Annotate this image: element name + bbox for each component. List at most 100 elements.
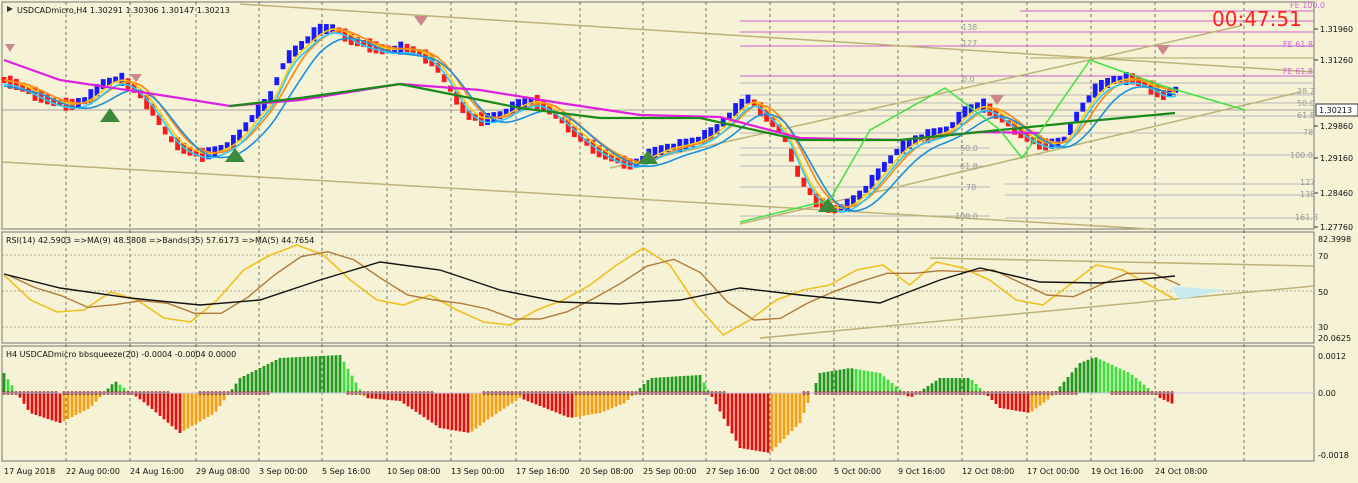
squeeze-bar <box>894 386 898 393</box>
bear-bar <box>801 177 807 187</box>
squeeze-bar <box>94 393 98 402</box>
rsi-tick-label: 30 <box>1318 323 1328 332</box>
squeeze-bar <box>246 374 250 393</box>
squeeze-bar <box>178 393 182 433</box>
bar-timer: 00:47:51 <box>1212 7 1302 31</box>
squeeze-bar <box>434 393 438 426</box>
rsi-tick-label: 20.0625 <box>1318 334 1351 343</box>
fib-level-label: 61.8 <box>960 162 978 171</box>
bull-bar <box>107 77 112 86</box>
squeeze-bar <box>354 382 358 393</box>
bull-bar <box>262 99 267 112</box>
bull-bar <box>1068 122 1073 136</box>
trend-channels <box>1 3 1315 339</box>
squeeze-bar <box>1022 393 1026 412</box>
bear-bar <box>820 198 825 211</box>
squeeze-bar <box>386 393 390 400</box>
bear-bar <box>57 100 63 107</box>
squeeze-bar <box>866 371 870 393</box>
squeeze-bar <box>350 375 354 393</box>
squeeze-bar <box>750 393 754 450</box>
squeeze-tick-label: 0.00 <box>1318 389 1336 398</box>
squeeze-bar <box>18 393 22 398</box>
time-label: 25 Sep 00:00 <box>643 467 696 476</box>
squeeze-bar <box>1166 393 1170 402</box>
rsi-trendline[interactable] <box>929 257 1315 267</box>
squeeze-bar <box>962 378 966 393</box>
price-axis: 1.31960 1.31260 1.29860 1.29160 1.28460 1.277… <box>1314 25 1353 232</box>
bear-bar <box>200 147 205 162</box>
bull-bar <box>894 148 900 155</box>
rsi-trendline[interactable] <box>759 285 1315 339</box>
bear-bar <box>169 136 174 143</box>
bull-bar <box>94 84 100 97</box>
squeeze-bar <box>670 376 674 393</box>
channel-line[interactable] <box>609 25 1241 169</box>
squeeze-bar <box>422 393 426 418</box>
fib-level-label: 38.2 <box>1297 87 1315 96</box>
squeeze-bar <box>1102 361 1106 393</box>
squeeze-bar <box>194 393 198 424</box>
squeeze-bar <box>710 393 714 397</box>
squeeze-bar <box>806 393 810 403</box>
squeeze-bar <box>1162 393 1166 400</box>
bear-bar <box>460 101 466 113</box>
current-price-box <box>1315 103 1358 117</box>
channel-line[interactable] <box>1 161 1151 230</box>
bull-bar <box>510 101 515 115</box>
squeeze-bar <box>322 355 326 393</box>
squeeze-bar <box>1058 386 1062 393</box>
bull-bar <box>962 106 968 118</box>
bull-bar <box>249 115 255 123</box>
bull-bar <box>268 91 273 102</box>
squeeze-bar <box>1158 393 1162 398</box>
buy-arrow-icon <box>225 148 245 162</box>
squeeze-bar <box>1018 393 1022 412</box>
bear-bar <box>51 97 56 106</box>
squeeze-bar <box>874 372 878 393</box>
squeeze-bar <box>462 393 466 432</box>
squeeze-bar <box>778 393 782 443</box>
squeeze-bar <box>314 356 318 393</box>
squeeze-bar <box>198 393 202 422</box>
squeeze-bar <box>282 357 286 393</box>
bull-bar <box>522 98 528 108</box>
rsi-panel[interactable] <box>1 231 1315 344</box>
buy-arrow-icon <box>818 198 838 212</box>
bull-bar <box>82 97 87 105</box>
squeeze-bar <box>850 368 854 393</box>
squeeze-bar <box>842 369 846 393</box>
bull-bar <box>528 97 534 105</box>
price-tick-label: 1.31960 <box>1320 25 1353 34</box>
squeeze-bar <box>1074 367 1078 393</box>
squeeze-bar <box>562 393 566 416</box>
bull-bar <box>218 144 224 153</box>
rsi-ma-line <box>7 250 1181 321</box>
time-label: 22 Aug 00:00 <box>66 467 120 476</box>
squeeze-bar <box>558 393 562 414</box>
channel-line[interactable] <box>239 3 1315 73</box>
squeeze-bar <box>870 371 874 393</box>
squeeze-tick-label: -0.0018 <box>1318 451 1349 460</box>
squeeze-bar <box>490 393 494 417</box>
bear-bar <box>355 37 360 47</box>
squeeze-bar <box>1010 393 1014 410</box>
time-label: 17 Sep 16:00 <box>516 467 569 476</box>
bull-bar <box>286 50 292 64</box>
current-price-label: 1.30213 <box>1319 106 1352 115</box>
bull-bar <box>882 161 887 172</box>
squeeze-bar <box>1146 388 1150 393</box>
time-label: 24 Aug 16:00 <box>130 467 184 476</box>
time-label: 17 Aug 2018 <box>4 467 55 476</box>
squeeze-panel[interactable] <box>1 345 1315 462</box>
rsi-bands-line <box>3 261 1176 306</box>
bull-bar <box>863 185 869 193</box>
squeeze-bar <box>1062 381 1066 393</box>
bear-bar <box>150 103 156 116</box>
bull-bar <box>708 127 714 140</box>
squeeze-bar <box>90 393 94 406</box>
squeeze-bar <box>942 378 946 393</box>
squeeze-bar <box>762 393 766 452</box>
